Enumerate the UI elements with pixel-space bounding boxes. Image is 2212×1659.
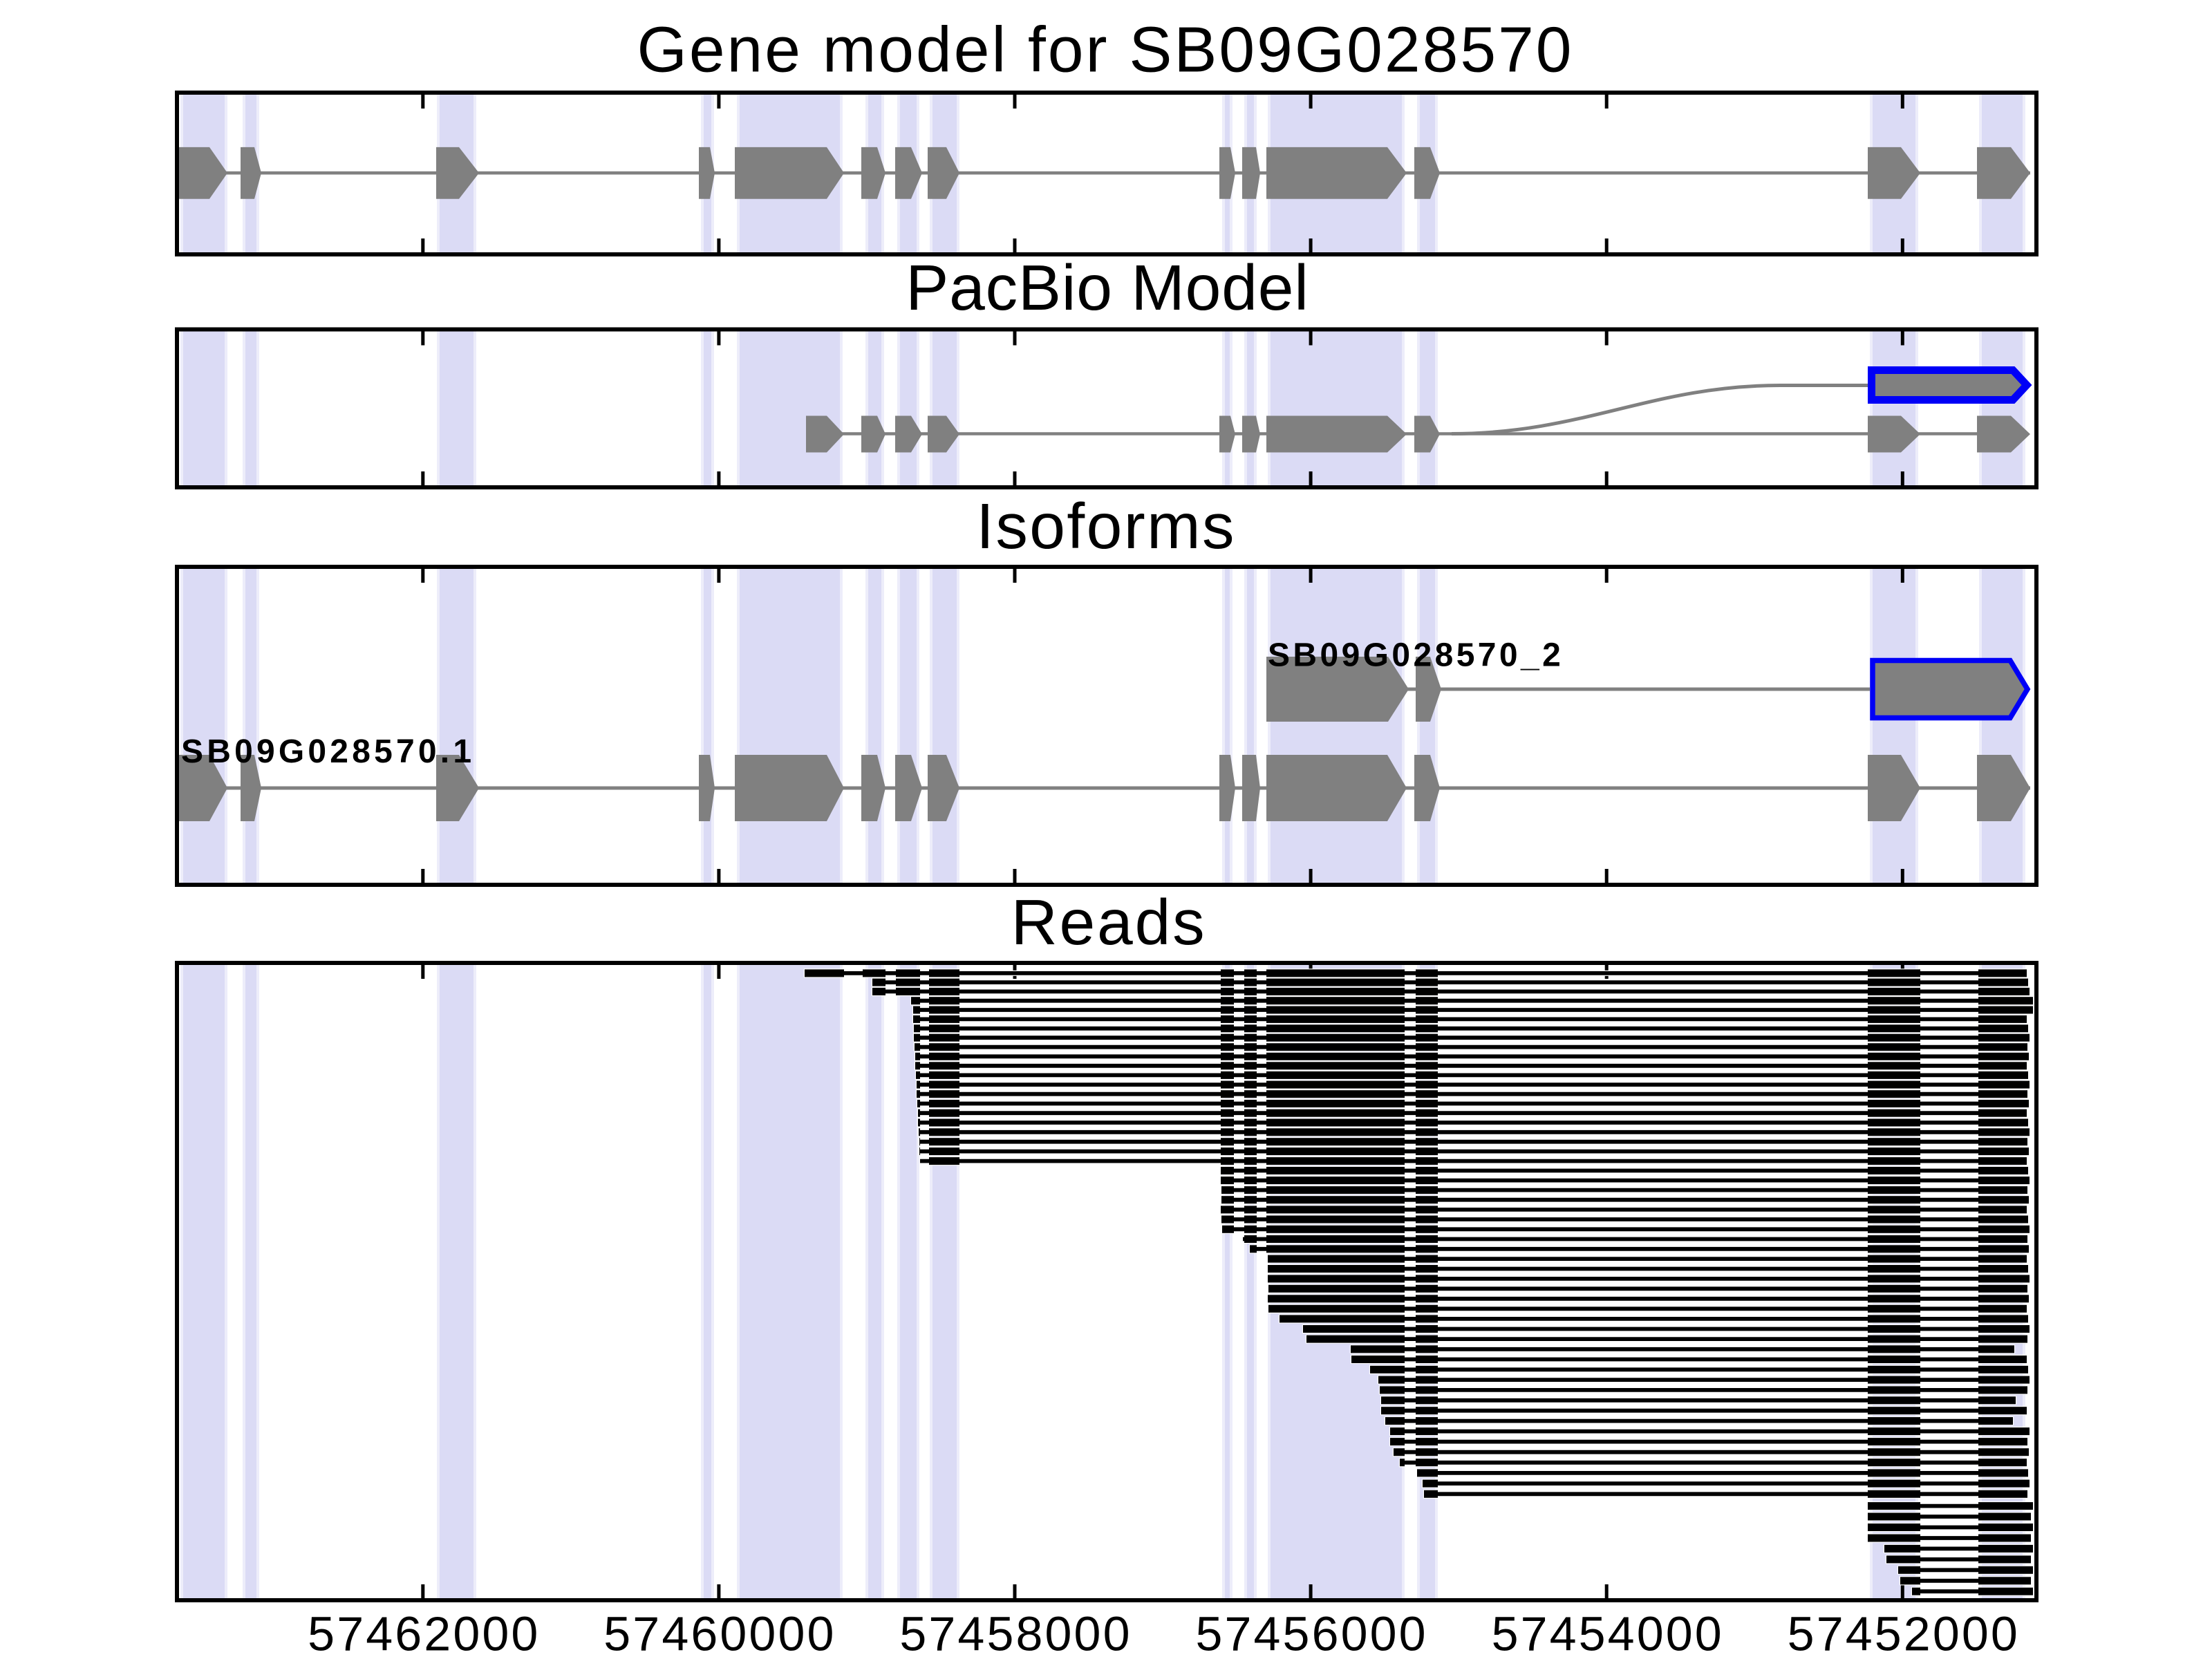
svg-text:57462000: 57462000: [308, 1607, 540, 1659]
svg-text:PacBio Model: PacBio Model: [906, 252, 1309, 324]
svg-text:57460000: 57460000: [603, 1607, 836, 1659]
svg-text:57452000: 57452000: [1788, 1607, 2020, 1659]
svg-text:57458000: 57458000: [899, 1607, 1132, 1659]
svg-text:SB09G028570.1: SB09G028570.1: [181, 733, 475, 770]
svg-text:Reads: Reads: [1011, 886, 1207, 958]
svg-text:57456000: 57456000: [1195, 1607, 1427, 1659]
svg-text:Isoforms: Isoforms: [976, 490, 1236, 562]
svg-text:57454000: 57454000: [1492, 1607, 1724, 1659]
svg-text:Gene model for SB09G028570: Gene model for SB09G028570: [637, 14, 1573, 86]
svg-text:SB09G028570_2: SB09G028570_2: [1268, 637, 1564, 674]
